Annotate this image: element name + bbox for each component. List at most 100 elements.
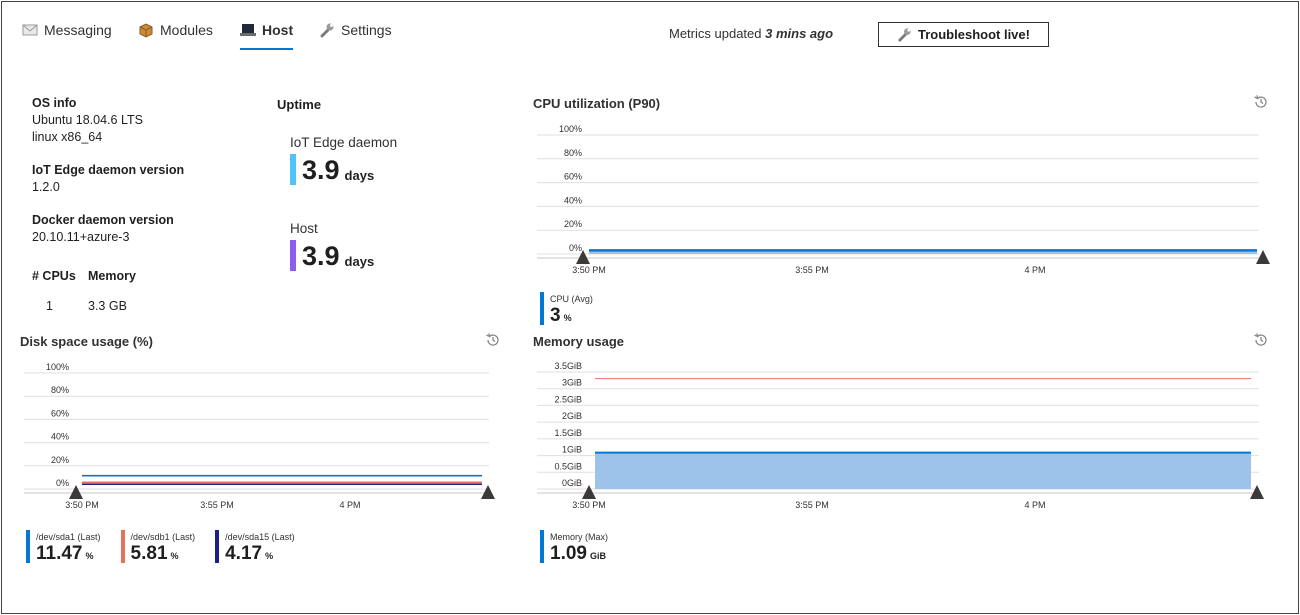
- troubleshoot-live-button[interactable]: Troubleshoot live!: [878, 22, 1049, 47]
- wrench-icon: [320, 23, 334, 38]
- range-handle: [576, 250, 590, 264]
- uptime-unit: days: [344, 168, 375, 183]
- uptime-value: 3.9: [302, 241, 340, 271]
- y-tick-label: 0%: [569, 243, 582, 253]
- uptime-value: 3.9: [302, 155, 340, 185]
- package-icon: [139, 23, 153, 38]
- legend-item: /dev/sdb1 (Last) 5.81%: [120, 530, 196, 566]
- legend-label: Memory (Max): [550, 532, 608, 542]
- uptime-iot-edge-name: IoT Edge daemon: [290, 135, 398, 150]
- cpu-chart: 100% 80% 60% 40% 20% 0% 3:50 PM 3:55 PM 4 PM: [537, 124, 1270, 275]
- legend-unit: GiB: [589, 551, 606, 561]
- memory-chart-title: Memory usage: [533, 334, 625, 349]
- legend-value: 5.81%: [130, 543, 179, 564]
- wrench-icon: [898, 28, 911, 42]
- series-area: [589, 250, 1257, 254]
- y-tick-label: 20%: [51, 455, 69, 465]
- y-tick-label: 2.5GiB: [554, 394, 582, 404]
- tab-settings[interactable]: Settings: [319, 22, 392, 50]
- legend-label: /dev/sdb1 (Last): [130, 532, 196, 542]
- uptime-bar: [290, 240, 296, 271]
- cpus-value: 1: [46, 299, 53, 313]
- y-tick-label: 3GiB: [562, 378, 582, 388]
- y-tick-label: 80%: [51, 385, 69, 395]
- tab-bar: Messaging Modules Host Settings Metrics …: [2, 2, 1300, 52]
- uptime-bar: [290, 154, 296, 185]
- y-tick-label: 40%: [51, 432, 69, 442]
- metrics-age: 3 mins ago: [765, 26, 834, 41]
- laptop-icon: [240, 24, 256, 36]
- legend-swatch: [120, 530, 125, 563]
- tab-messaging-label: Messaging: [44, 22, 112, 38]
- history-icon[interactable]: [484, 331, 502, 349]
- y-tick-label: 20%: [564, 219, 582, 229]
- legend-value: 11.47%: [36, 543, 94, 564]
- iot-edge-version-value: 1.2.0: [32, 180, 60, 194]
- tab-modules[interactable]: Modules: [138, 22, 213, 50]
- x-tick-label: 3:55 PM: [795, 500, 829, 510]
- os-name: Ubuntu 18.04.6 LTS: [32, 113, 143, 127]
- cpu-legend: CPU (Avg) 3%: [540, 292, 613, 328]
- metrics-prefix: Metrics updated: [669, 26, 762, 41]
- memory-label: Memory: [88, 269, 136, 283]
- tab-host-label: Host: [262, 22, 294, 38]
- history-icon[interactable]: [1252, 93, 1270, 111]
- iot-edge-version: IoT Edge daemon version 1.2.0: [32, 163, 184, 194]
- uptime-title: Uptime: [277, 97, 322, 112]
- legend-swatch: [215, 530, 220, 563]
- memory-header: Memory: [88, 269, 136, 283]
- docker-version: Docker daemon version 20.10.11+azure-3: [32, 213, 174, 244]
- history-icon[interactable]: [1252, 331, 1270, 349]
- y-tick-label: 0.5GiB: [554, 461, 582, 471]
- legend-label: CPU (Avg): [550, 294, 593, 304]
- legend-text: /dev/sda15 (Last) 4.17%: [225, 530, 295, 566]
- legend-item: /dev/sda1 (Last) 11.47%: [26, 530, 101, 566]
- range-handle: [1256, 250, 1270, 264]
- metrics-updated: Metrics updated 3 mins ago: [669, 26, 833, 41]
- legend-text: /dev/sda1 (Last) 11.47%: [36, 530, 101, 566]
- x-tick-label: 4 PM: [1024, 265, 1045, 275]
- x-tick-label: 4 PM: [339, 500, 360, 510]
- memory-value: 3.3 GB: [88, 299, 127, 313]
- y-tick-label: 0GiB: [562, 478, 582, 488]
- tab-messaging[interactable]: Messaging: [22, 22, 112, 50]
- series-area: [595, 452, 1251, 489]
- range-handle: [1250, 485, 1264, 499]
- range-handle: [69, 485, 83, 499]
- legend-label: /dev/sda15 (Last): [225, 532, 295, 542]
- uptime-iot-edge: IoT Edge daemon 3.9 days: [290, 135, 397, 185]
- memory-legend: Memory (Max) 1.09 GiB: [540, 530, 628, 566]
- legend-text: CPU (Avg) 3%: [550, 292, 593, 328]
- uptime-host: Host 3.9 days: [290, 221, 374, 271]
- legend-item: Memory (Max) 1.09 GiB: [540, 530, 608, 566]
- legend-value: 3%: [550, 305, 572, 326]
- legend-unit: %: [170, 551, 179, 561]
- y-tick-label: 2GiB: [562, 411, 582, 421]
- y-tick-label: 80%: [564, 148, 582, 158]
- legend-unit: %: [85, 551, 94, 561]
- x-tick-label: 3:50 PM: [572, 265, 606, 275]
- legend-value: 4.17%: [225, 543, 274, 564]
- x-tick-label: 3:55 PM: [200, 500, 234, 510]
- memory-chart: 3.5GiB 3GiB 2.5GiB 2GiB 1.5GiB 1GiB 0.5GiB 0GiB…: [537, 361, 1264, 510]
- disk-chart-title: Disk space usage (%): [20, 334, 153, 349]
- disk-chart: 100% 80% 60% 40% 20% 0% 3:50 PM 3:55 PM 4 PM: [24, 362, 495, 510]
- envelope-icon: [22, 24, 38, 36]
- tab-host[interactable]: Host: [240, 22, 294, 50]
- x-tick-label: 3:50 PM: [65, 500, 99, 510]
- y-tick-label: 40%: [564, 195, 582, 205]
- range-handle: [582, 485, 596, 499]
- uptime-unit: days: [344, 254, 375, 269]
- legend-swatch: [26, 530, 30, 563]
- tab-settings-label: Settings: [341, 22, 392, 38]
- docker-version-value: 20.10.11+azure-3: [32, 230, 130, 244]
- uptime-host-name: Host: [290, 221, 318, 236]
- y-tick-label: 3.5GiB: [554, 361, 582, 371]
- y-tick-label: 100%: [46, 362, 69, 372]
- legend-swatch: [540, 530, 544, 563]
- y-tick-label: 100%: [559, 124, 582, 134]
- disk-legend: /dev/sda1 (Last) 11.47% /dev/sdb1 (Last) 5.…: [26, 530, 315, 566]
- range-handle: [481, 485, 495, 499]
- y-tick-label: 1GiB: [562, 445, 582, 455]
- cpus-label: # CPUs: [32, 269, 76, 283]
